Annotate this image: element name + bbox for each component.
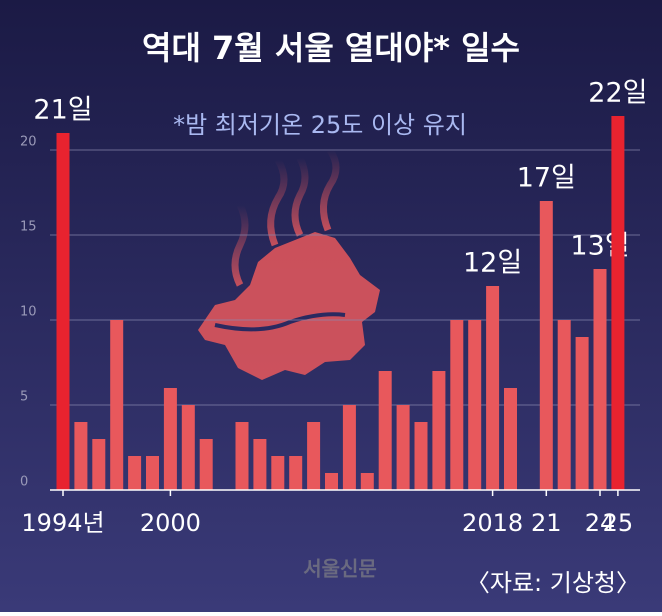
data-label: 12일 (463, 248, 522, 279)
bar (486, 286, 500, 490)
bar (611, 116, 625, 490)
data-label: 17일 (517, 163, 576, 194)
x-tick-label: 25 (603, 509, 634, 537)
bar (504, 388, 517, 490)
y-tick-label: 15 (20, 220, 37, 235)
bar (539, 201, 553, 490)
bar (450, 320, 464, 490)
bar (199, 439, 213, 490)
bar (307, 422, 321, 490)
data-label: 21일 (33, 95, 92, 126)
bar (253, 439, 267, 490)
x-tick-label: 21 (531, 509, 562, 537)
bar (414, 422, 428, 490)
bar (271, 456, 285, 490)
y-tick-label: 10 (20, 305, 37, 320)
bar (360, 473, 374, 490)
watermark: 서울신문 (303, 557, 377, 581)
source: 〈자료: 기상청〉 (466, 569, 640, 597)
y-tick-label: 5 (20, 390, 28, 405)
bar (146, 456, 159, 490)
x-tick-label: 2000 (140, 509, 201, 537)
bar (396, 405, 410, 490)
bar (74, 422, 88, 490)
y-tick-label: 20 (20, 135, 37, 150)
bar (378, 371, 392, 490)
bar (289, 456, 303, 490)
bar (128, 456, 142, 490)
x-tick-label: 24 (585, 509, 616, 537)
bar (56, 133, 70, 490)
bar (557, 320, 571, 490)
y-tick-label: 0 (20, 475, 28, 490)
bar (163, 388, 177, 490)
data-label: 22일 (588, 78, 647, 109)
bar (593, 269, 607, 490)
bar (325, 473, 338, 490)
seoul-map-illustration (198, 148, 380, 380)
chart-title: 역대 7월 서울 열대야* 일수 (142, 29, 520, 67)
bar (110, 320, 124, 490)
bar (92, 439, 106, 490)
bar (181, 405, 195, 490)
bar (432, 371, 446, 490)
bar (575, 337, 589, 490)
x-tick-label: 2018 (462, 509, 523, 537)
chart-subtitle: *밤 최저기온 25도 이상 유지 (173, 111, 467, 139)
bar (235, 422, 249, 490)
x-tick-label: 1994년 (21, 509, 104, 537)
bar (342, 405, 356, 490)
bar (468, 320, 482, 490)
